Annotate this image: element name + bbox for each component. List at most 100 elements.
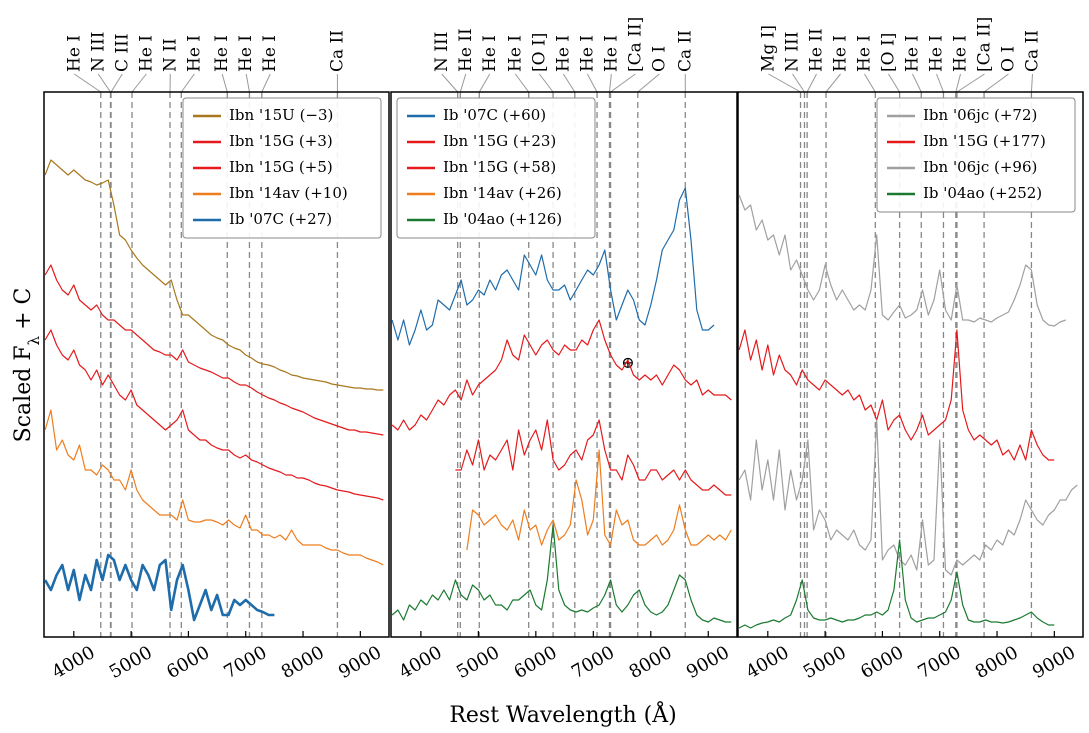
legend: Ibn '15U (−3) Ibn '15G (+3) Ibn '15G (+5) I… (182, 97, 382, 239)
line-id-label: He I (927, 35, 947, 72)
line-id-leader (1030, 73, 1034, 93)
line-id-label: He I (64, 35, 84, 72)
line-id-label: Ca II (675, 30, 695, 72)
line-id-label: O I (649, 46, 669, 72)
line-id-leader (825, 73, 841, 93)
spectrum (738, 419, 1078, 576)
line-id-label: N II (160, 38, 180, 72)
spectrum (44, 159, 384, 391)
spectrum (455, 419, 732, 496)
legend-label: Ibn '15G (+177) (923, 132, 1046, 150)
spectrum (738, 194, 1066, 327)
legend-label: Ibn '14av (+26) (443, 184, 562, 202)
line-id-label: Ca II (1023, 30, 1043, 72)
spectrum (44, 329, 384, 501)
panel-frame (390, 91, 738, 638)
line-id-leader (221, 73, 228, 93)
legend-label: Ib '04ao (+252) (923, 184, 1042, 202)
legend: Ib '07C (+60) Ibn '15G (+23) Ibn '15G (+58… (396, 97, 596, 239)
line-id-label: He I (601, 35, 621, 72)
line-id-label: [O I] (879, 33, 899, 72)
spectrum (391, 524, 732, 623)
legend-label: Ib '04ao (+126) (443, 210, 562, 228)
line-id-leader (478, 73, 491, 93)
legend-label: Ibn '15G (+23) (443, 132, 556, 150)
spectrum (391, 319, 732, 431)
line-id-leader (110, 73, 123, 93)
y-axis-label: Scaled Fλ + C (11, 288, 43, 443)
line-id-leader (864, 73, 876, 93)
line-id-leader (245, 73, 250, 93)
line-id-leader (955, 73, 961, 93)
line-id-label: He I (136, 35, 156, 72)
line-id-label: He I (480, 35, 500, 72)
line-id-label: He I (260, 35, 280, 72)
legend-label: Ibn '06jc (+96) (923, 158, 1037, 176)
line-id-leader (806, 73, 817, 93)
line-id-label: He I (212, 35, 232, 72)
line-id-leader (514, 73, 530, 93)
spectrum (738, 329, 1055, 461)
line-id-leader (936, 73, 944, 93)
line-id-label: [Ca II] (625, 17, 645, 72)
legend-label: Ibn '14av (+10) (229, 184, 348, 202)
legend-label: Ibn '06jc (+72) (923, 106, 1037, 124)
line-id-leader (912, 73, 922, 93)
line-id-label: O I (999, 46, 1019, 72)
spectrum (44, 409, 384, 566)
y-label-tail: + C (11, 288, 36, 330)
panel-frame (43, 91, 390, 638)
line-id-label: N III (432, 32, 452, 72)
y-label-subscript: λ (25, 335, 43, 345)
line-id-label: N III (783, 32, 803, 72)
legend-box (182, 97, 382, 239)
line-id-leader (983, 73, 1009, 93)
line-id-leader (792, 73, 805, 93)
panel-frame (737, 91, 1084, 638)
line-id-label: C III (112, 33, 132, 72)
line-id-label: [O I] (529, 33, 549, 72)
line-id-leader (97, 73, 111, 93)
line-id-leader (956, 73, 985, 93)
legend-box (396, 97, 596, 239)
line-id-leader (180, 73, 195, 93)
annotation: ⊕ (621, 353, 634, 372)
line-id-label: He I (903, 35, 923, 72)
spectrum (738, 539, 1055, 629)
line-id-label: He I (831, 35, 851, 72)
line-id-label: He II (456, 28, 476, 72)
line-id-leader (131, 73, 147, 93)
line-id-label: He I (184, 35, 204, 72)
spectrum (43, 553, 275, 622)
line-id-leader (441, 73, 459, 93)
line-id-label: He II (807, 28, 827, 72)
line-id-leader (637, 73, 660, 93)
line-id-label: Ca II (327, 30, 347, 72)
line-id-leader (608, 73, 612, 93)
line-id-leader (610, 73, 636, 93)
legend-label: Ib '07C (+60) (443, 106, 546, 124)
line-id-label: He I (505, 35, 525, 72)
line-id-label: He I (553, 35, 573, 72)
line-id-label: He I (236, 35, 256, 72)
line-id-label: He I (951, 35, 971, 72)
line-id-label: He I (855, 35, 875, 72)
spectrum (391, 187, 715, 346)
line-id-leader (73, 73, 102, 93)
legend-label: Ibn '15G (+5) (229, 158, 333, 176)
line-id-leader (586, 73, 598, 93)
y-label-main: Scaled F (11, 345, 36, 442)
spectrum (44, 264, 384, 436)
legend-label: Ibn '15G (+3) (229, 132, 333, 150)
line-id-leader (888, 73, 901, 93)
line-id-label: He I (577, 35, 597, 72)
line-id-label: [Ca II] (975, 17, 995, 72)
line-id-label: Mg I] (759, 25, 779, 72)
legend-label: Ibn '15U (−3) (229, 106, 333, 124)
line-id-leader (261, 73, 271, 93)
legend-box (876, 97, 1076, 213)
x-axis-label: Rest Wavelength (Å) (449, 700, 676, 728)
line-id-label: N III (88, 32, 108, 72)
